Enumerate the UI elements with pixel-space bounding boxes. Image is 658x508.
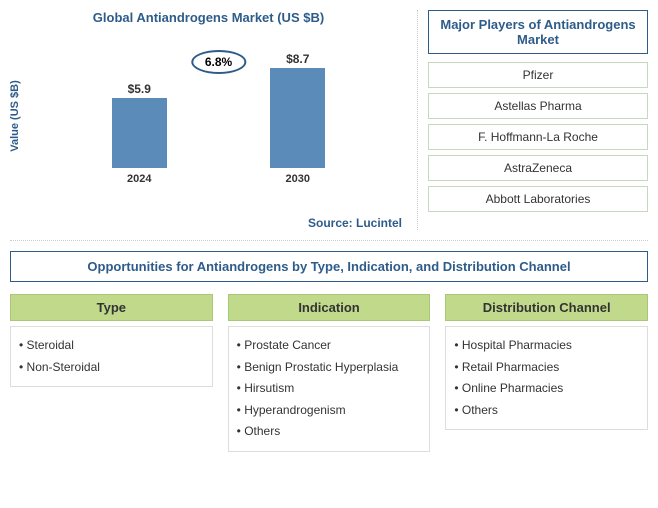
bar-year-1: 2030: [286, 173, 310, 185]
chart-area: Value (US $B) 6.8% $5.9 2024 $8.7 2030: [10, 35, 407, 185]
categories-row: Type• Steroidal• Non-SteroidalIndication…: [10, 294, 648, 452]
bar-year-0: 2024: [127, 173, 151, 185]
players-list: Pfizer Astellas Pharma F. Hoffmann-La Roch…: [428, 62, 648, 212]
growth-rate-oval: 6.8%: [191, 50, 246, 74]
category-items-0: • Steroidal• Non-Steroidal: [10, 326, 213, 387]
bar-group-0: $5.9 2024: [109, 82, 169, 185]
category-0: Type • Steroidal• Non-Steroidal: [10, 294, 213, 452]
category-1: Indication • Prostate Cancer• Benign Pros…: [228, 294, 431, 452]
bars-container: 6.8% $5.9 2024 $8.7 2030: [60, 35, 377, 185]
bar-1: [270, 68, 325, 168]
chart-panel: Global Antiandrogens Market (US $B) Valu…: [10, 10, 418, 230]
source-label: Source: Lucintel: [308, 216, 402, 230]
category-header-0: Type: [10, 294, 213, 321]
category-items-2: • Hospital Pharmacies• Retail Pharmacies…: [445, 326, 648, 430]
player-item-2: F. Hoffmann-La Roche: [428, 124, 648, 150]
bar-value-0: $5.9: [128, 82, 151, 96]
player-item-0: Pfizer: [428, 62, 648, 88]
players-header: Major Players of Antiandrogens Market: [428, 10, 648, 54]
category-header-2: Distribution Channel: [445, 294, 648, 321]
player-item-1: Astellas Pharma: [428, 93, 648, 119]
bar-value-1: $8.7: [286, 52, 309, 66]
y-axis-label: Value (US $B): [9, 80, 21, 152]
category-header-1: Indication: [228, 294, 431, 321]
top-section: Global Antiandrogens Market (US $B) Valu…: [10, 10, 648, 230]
category-items-1: • Prostate Cancer• Benign Prostatic Hype…: [228, 326, 431, 452]
divider: [10, 240, 648, 241]
players-panel: Major Players of Antiandrogens Market Pf…: [428, 10, 648, 230]
category-2: Distribution Channel • Hospital Pharmacie…: [445, 294, 648, 452]
opportunities-header: Opportunities for Antiandrogens by Type,…: [10, 251, 648, 282]
bar-0: [112, 98, 167, 168]
player-item-4: Abbott Laboratories: [428, 186, 648, 212]
player-item-3: AstraZeneca: [428, 155, 648, 181]
chart-title: Global Antiandrogens Market (US $B): [10, 10, 407, 25]
bar-group-1: $8.7 2030: [268, 52, 328, 185]
